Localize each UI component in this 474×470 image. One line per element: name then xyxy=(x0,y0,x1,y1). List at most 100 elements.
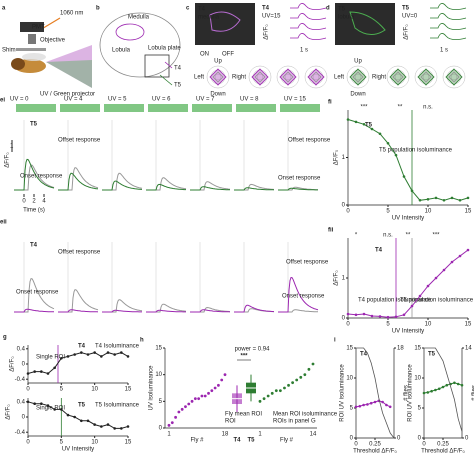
point xyxy=(358,404,362,408)
label: 5 xyxy=(386,209,390,215)
point xyxy=(60,408,63,411)
label: Offset response xyxy=(286,260,329,266)
label: T4 Isoluminance xyxy=(95,344,140,350)
label: 10 xyxy=(155,372,162,378)
label: 0 xyxy=(342,316,346,322)
label: n.s. xyxy=(423,105,433,111)
point xyxy=(373,400,377,404)
label: Mean ROI isoluminance xyxy=(273,412,338,418)
point xyxy=(426,391,430,394)
trace xyxy=(278,276,319,313)
point xyxy=(93,351,96,354)
polar-grid xyxy=(312,73,320,81)
point xyxy=(354,313,358,317)
fly-mean xyxy=(295,378,299,382)
trace xyxy=(102,172,143,191)
polar-off xyxy=(392,71,404,83)
legend-label: T5 xyxy=(365,123,373,129)
label: OFF xyxy=(222,52,234,58)
point xyxy=(53,366,56,370)
polar-off xyxy=(254,71,266,83)
point xyxy=(33,402,36,406)
label: Shim xyxy=(2,48,16,54)
label: Single ROI xyxy=(36,355,65,361)
trace xyxy=(290,23,327,30)
label: -0.4 xyxy=(15,377,26,383)
legend-label: T4 xyxy=(375,248,383,254)
label: PMT xyxy=(32,25,45,31)
point xyxy=(80,351,83,354)
panel-label: g xyxy=(3,335,7,341)
label: 1 xyxy=(342,155,346,161)
point xyxy=(26,372,30,375)
label: 0 xyxy=(346,322,350,328)
point xyxy=(26,400,30,404)
polar-on xyxy=(349,68,367,86)
label: 0 xyxy=(465,436,469,442)
label: ROIs in panel G xyxy=(273,419,316,425)
trace xyxy=(58,167,99,191)
series-line xyxy=(347,249,469,318)
label: 4 xyxy=(42,199,46,205)
polar-off xyxy=(310,71,322,83)
point xyxy=(100,355,103,358)
label: Offset response xyxy=(288,138,331,144)
label: UV / Green projector xyxy=(40,92,95,98)
stimulus-box xyxy=(60,104,100,112)
label: 10 xyxy=(346,376,353,382)
label: T5 population isoluminance xyxy=(379,148,453,154)
point xyxy=(73,353,76,356)
point xyxy=(418,198,422,202)
polar-grid xyxy=(422,73,430,81)
series-line xyxy=(27,401,129,429)
label: 5 xyxy=(418,406,422,412)
polar-off xyxy=(282,71,294,83)
label: 1060 nm xyxy=(60,11,83,17)
trace xyxy=(102,180,142,191)
point xyxy=(442,198,446,202)
fly-mean xyxy=(207,391,210,395)
fly-mean xyxy=(213,386,217,390)
label: UV = 5 xyxy=(108,97,127,103)
label: T5 xyxy=(402,6,410,12)
label: ROI UV isoluminance xyxy=(408,364,414,422)
point xyxy=(458,254,462,258)
trace xyxy=(146,177,187,191)
roi xyxy=(349,11,386,35)
label: power = 0.94 xyxy=(235,347,271,353)
fly-mean xyxy=(274,389,278,393)
legend-label: T4 xyxy=(78,344,86,350)
label: 0 xyxy=(346,209,350,215)
fly-mean xyxy=(170,421,174,425)
fly-mean xyxy=(299,375,303,379)
trace xyxy=(234,187,275,191)
point xyxy=(80,419,83,423)
point xyxy=(346,312,350,316)
point xyxy=(386,315,390,319)
fly-mean xyxy=(283,386,286,390)
polar-grid xyxy=(252,69,268,85)
panel-label: eii xyxy=(0,220,7,226)
stimulus-box xyxy=(148,104,188,112)
polar-grid xyxy=(308,69,324,85)
label: UV Intensity xyxy=(62,447,94,453)
label: Left xyxy=(194,75,204,81)
label: 18 xyxy=(397,346,404,352)
trace xyxy=(190,181,231,191)
label: ON xyxy=(200,52,209,58)
polar-off xyxy=(448,71,460,83)
t5-image xyxy=(335,3,395,45)
fly-mean xyxy=(258,399,262,403)
legend-label: T5 xyxy=(428,352,436,358)
fly-mean xyxy=(217,383,220,387)
point xyxy=(456,382,460,386)
label: ΔF/F₀ xyxy=(6,404,12,420)
trace xyxy=(190,186,230,191)
polar-grid xyxy=(414,65,438,89)
label: ΔF/F₀ xyxy=(10,356,16,372)
point xyxy=(426,284,430,288)
point xyxy=(434,388,437,392)
fly-mean xyxy=(193,397,197,401)
label: Offset response xyxy=(58,250,101,256)
stimulus-box xyxy=(280,104,320,112)
